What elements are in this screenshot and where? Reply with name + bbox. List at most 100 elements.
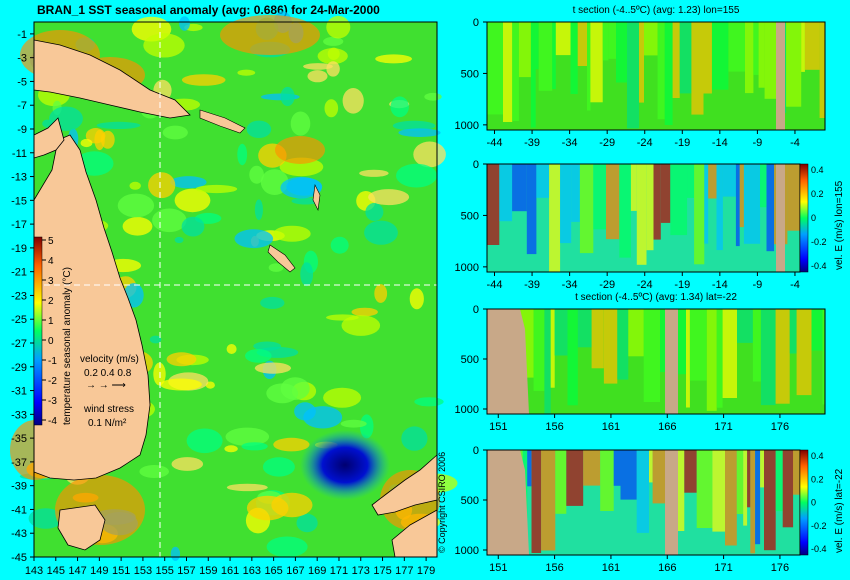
section-stripe [801, 22, 805, 72]
anomaly-patch [225, 427, 270, 446]
colorbar-tick-label: -2 [48, 376, 57, 387]
lat-tick-label: -43 [11, 528, 27, 540]
lon-tick-label: 149 [90, 565, 108, 577]
lon-tick-label: 161 [221, 565, 239, 577]
panel-x-tick-label: 176 [771, 562, 789, 574]
section-stripe [712, 450, 725, 532]
anomaly-patch [414, 397, 444, 407]
section-stripe [487, 22, 503, 115]
anomaly-patch [326, 61, 340, 77]
anomaly-patch [413, 141, 446, 168]
section-stripe [560, 164, 572, 244]
section-stripe [628, 309, 644, 357]
section-stripe [512, 22, 519, 121]
copyright-text: © Copyright CSIRO 2006 [437, 452, 447, 553]
anomaly-patch [273, 437, 310, 452]
section-panels: t section (-4..5ºC) (avg: 1.23) lon=155 0… [455, 5, 845, 574]
panel-y-tick-label: 1000 [455, 120, 479, 132]
panel-colorbar-tick-label: 0.4 [811, 165, 824, 175]
lat-tick-label: -31 [11, 386, 27, 398]
anomaly-patch [162, 125, 188, 140]
land-mask [665, 309, 678, 414]
panel-x-tick-label: -44 [487, 279, 503, 291]
colorbar-tick-label: 1 [48, 316, 54, 327]
anomaly-patch [129, 181, 141, 190]
section-stripe [811, 309, 823, 351]
panel-y-tick-label: 1000 [455, 545, 479, 557]
anomaly-patch [326, 15, 351, 39]
panel-x-tick-label: 156 [545, 421, 563, 433]
section-stripe [608, 22, 616, 59]
anomaly-patch [226, 483, 268, 492]
anomaly-patch [254, 199, 263, 220]
anomaly-patch [28, 508, 63, 529]
section-stripe [593, 164, 607, 230]
section-stripe [526, 164, 537, 255]
section-stripe [571, 164, 580, 222]
anomaly-patch [296, 513, 318, 533]
panel-x-tick-label: -39 [524, 279, 540, 291]
section-stripe [708, 164, 717, 199]
anomaly-patch [307, 70, 328, 83]
section-stripe [555, 450, 567, 514]
panel-x-tick-label: 156 [545, 562, 563, 574]
section-stripe [752, 309, 761, 382]
section-stripe [577, 309, 592, 348]
anomaly-patch [249, 165, 264, 184]
panel-colorbar [799, 449, 809, 556]
anomaly-patch [290, 111, 311, 136]
panel-colorbar-tick-label: 0 [811, 498, 816, 508]
panel-colorbar [799, 163, 809, 273]
anomaly-patch [94, 129, 105, 151]
section-stripe [679, 22, 692, 94]
panel-x-tick-label: 171 [714, 562, 732, 574]
section-stripe [619, 164, 631, 258]
solomon-islands [199, 109, 246, 134]
section-stripe [804, 22, 820, 70]
anomaly-patch [266, 383, 299, 404]
section-stripe [583, 450, 601, 486]
anomaly-patch [364, 220, 398, 245]
section-stripe [536, 164, 550, 198]
lat-tick-label: -23 [11, 290, 27, 302]
colorbar-tick-label: -1 [48, 356, 57, 367]
anomaly-patch [260, 296, 285, 309]
section-stripe [673, 450, 685, 531]
anomaly-patch [244, 349, 272, 363]
section-stripe [764, 450, 776, 551]
anomaly-patch [179, 16, 190, 31]
panel-side-label: vel. E (m/s) lat=-22 [834, 468, 845, 553]
panel-y-tick-label: 1000 [455, 262, 479, 274]
anomaly-patch [280, 176, 322, 199]
anomaly-patch [375, 54, 412, 64]
section-stripe [822, 309, 825, 405]
section-stripe [487, 164, 500, 245]
new-zealand-land [371, 454, 438, 516]
section-stripe [786, 22, 802, 107]
lon-tick-label: 153 [134, 565, 152, 577]
section-stripe [602, 22, 609, 61]
section-stripe [660, 164, 671, 223]
section-stripe [527, 450, 532, 487]
map-lon-ticks: 143 145 147 149 151 153 155 157 159 161 163 165 167 1… [25, 557, 435, 577]
lat-tick-label: -45 [11, 552, 27, 564]
panel-x-tick-label: -29 [599, 279, 615, 291]
lat-tick-label: -11 [12, 148, 27, 160]
anomaly-patch [323, 36, 344, 46]
panel-side-label: vel. E (m/s) lon=155 [834, 180, 845, 270]
anomaly-patch [324, 99, 339, 118]
lat-tick-label: -7 [17, 100, 27, 112]
anomaly-patch [401, 426, 428, 451]
anomaly-patch [117, 193, 155, 218]
section-stripe [646, 164, 654, 251]
section-stripe [617, 309, 629, 380]
anomaly-patch [139, 465, 169, 478]
section-stripe [782, 450, 794, 528]
anomaly-patch [392, 120, 436, 131]
anomaly-patch [254, 362, 291, 374]
panel-x-tick-label: -14 [712, 279, 728, 291]
section-stripe [587, 22, 591, 111]
anomaly-patch [262, 457, 295, 477]
anomaly-patch [152, 208, 187, 233]
panel-y-tick-label: 500 [461, 210, 479, 222]
